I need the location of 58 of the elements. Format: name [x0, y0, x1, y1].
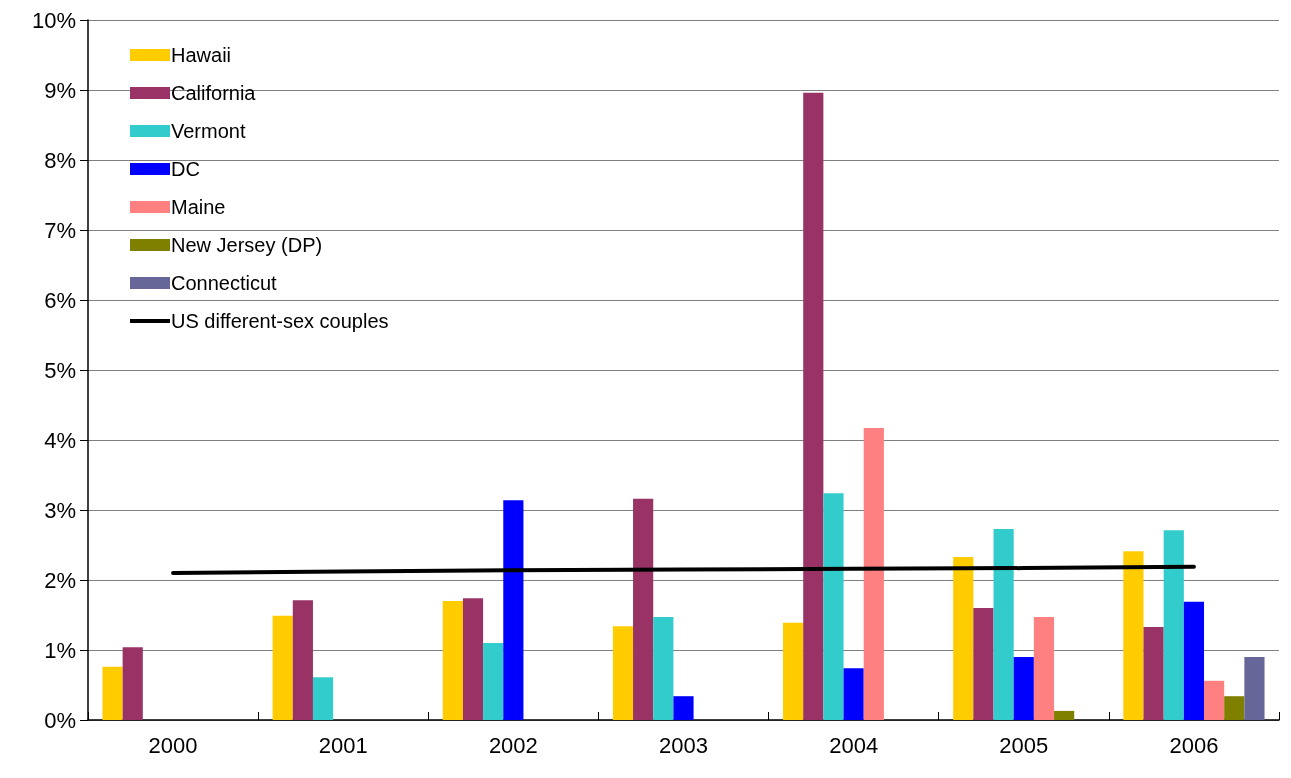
- bar: [442, 601, 463, 720]
- bar: [863, 428, 884, 720]
- bar: [1143, 626, 1164, 720]
- x-tick-label: 2006: [1169, 732, 1219, 758]
- bar: [1224, 696, 1245, 720]
- y-tick-label: 9%: [44, 77, 76, 103]
- bar: [993, 528, 1014, 720]
- y-tick-label: 7%: [44, 217, 76, 243]
- bar: [653, 617, 674, 720]
- x-tick-label: 2002: [488, 732, 538, 758]
- x-tick-label: 2000: [148, 732, 198, 758]
- legend-label: US different-sex couples: [171, 310, 389, 332]
- bar: [1033, 617, 1055, 720]
- legend-label: Vermont: [171, 120, 246, 142]
- line-series: [171, 564, 1196, 575]
- bar: [673, 696, 694, 720]
- bar: [122, 647, 143, 720]
- bar: [1123, 551, 1144, 720]
- bar: [503, 500, 524, 720]
- x-tick-label: 2003: [659, 732, 708, 758]
- bar: [483, 643, 504, 720]
- legend-label: Connecticut: [171, 272, 278, 294]
- bar: [312, 677, 334, 720]
- bar: [803, 92, 824, 720]
- bar: [292, 600, 313, 720]
- bar: [1183, 601, 1205, 720]
- bar: [1244, 657, 1265, 720]
- bar: [823, 493, 844, 720]
- legend-label: New Jersey (DP): [171, 234, 323, 256]
- y-tick-label: 4%: [44, 427, 76, 453]
- bar: [102, 666, 123, 720]
- bar: [1013, 657, 1034, 720]
- y-tick-label: 10%: [31, 7, 76, 33]
- y-tick-label: 6%: [44, 287, 76, 313]
- y-tick-label: 1%: [44, 637, 76, 663]
- y-tick-label: 2%: [44, 567, 76, 593]
- bar: [1163, 530, 1184, 720]
- x-tick-label: 2004: [829, 732, 879, 758]
- legend-label: Maine: [171, 196, 226, 218]
- bar: [1204, 680, 1225, 720]
- bar: [462, 598, 484, 720]
- legend-label: California: [171, 82, 257, 104]
- bar: [973, 608, 994, 720]
- y-tick-label: 8%: [44, 147, 76, 173]
- bar: [1054, 710, 1075, 720]
- y-tick-label: 5%: [44, 357, 76, 383]
- x-tick-label: 2001: [318, 732, 368, 758]
- bar: [783, 622, 804, 720]
- bar: [612, 626, 634, 720]
- bar: [953, 556, 974, 720]
- legend-label: Hawaii: [171, 44, 232, 66]
- bar: [843, 668, 864, 720]
- y-tick-label: 3%: [44, 497, 76, 523]
- legend-label: DC: [171, 158, 200, 180]
- y-tick-label: 0%: [44, 707, 76, 733]
- bar: [272, 615, 293, 720]
- bar: [633, 498, 654, 720]
- x-tick-label: 2005: [999, 732, 1049, 758]
